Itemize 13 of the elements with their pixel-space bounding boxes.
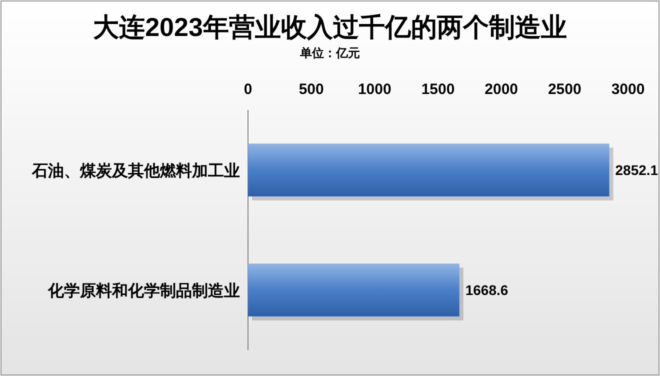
data-label: 1668.6	[465, 282, 508, 298]
x-tick-label: 2000	[484, 81, 518, 98]
chart-title: 大连2023年营业收入过千亿的两个制造业	[93, 12, 567, 42]
x-tick-label: 1500	[421, 81, 455, 98]
data-label: 2852.1	[615, 162, 658, 178]
x-tick-label: 3000	[611, 81, 645, 98]
x-tick-label: 0	[244, 81, 252, 98]
x-tick-label: 2500	[548, 81, 582, 98]
x-tick-label: 500	[298, 81, 324, 98]
y-tick-label: 石油、煤炭及其他燃料加工业	[31, 162, 240, 180]
x-tick-label: 1000	[358, 81, 392, 98]
y-tick-label: 化学原料和化学制品制造业	[47, 282, 240, 300]
chart-subtitle: 单位：亿元	[299, 46, 360, 60]
